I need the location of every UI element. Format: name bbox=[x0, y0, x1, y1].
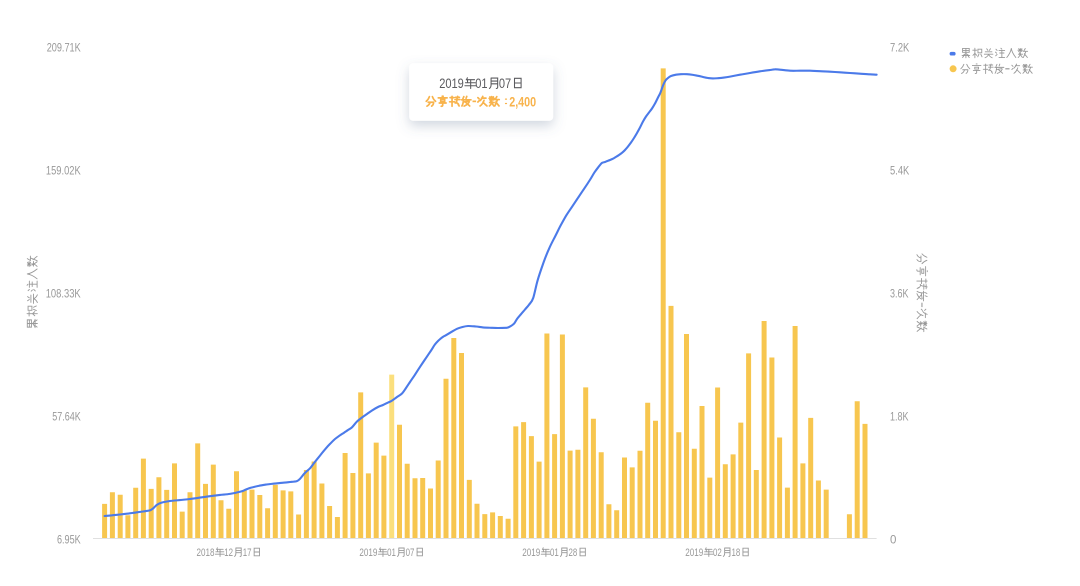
svg-text:01: 01 bbox=[387, 547, 396, 559]
svg-text:5.4K: 5.4K bbox=[890, 166, 910, 178]
svg-text:2019: 2019 bbox=[522, 547, 540, 559]
svg-text:0: 0 bbox=[890, 535, 896, 547]
svg-text:3.6K: 3.6K bbox=[890, 289, 909, 301]
svg-text:159.02K: 159.02K bbox=[46, 166, 81, 178]
svg-text:2019: 2019 bbox=[359, 547, 377, 559]
svg-text:07: 07 bbox=[406, 547, 415, 559]
svg-text:7.2K: 7.2K bbox=[890, 43, 910, 55]
svg-text:18: 18 bbox=[732, 547, 741, 559]
svg-text:02: 02 bbox=[713, 547, 722, 559]
svg-text:6.95K: 6.95K bbox=[57, 535, 81, 547]
svg-text:28: 28 bbox=[569, 547, 578, 559]
svg-text:2019: 2019 bbox=[685, 547, 703, 559]
svg-text:01: 01 bbox=[475, 76, 487, 91]
svg-text:2,400: 2,400 bbox=[509, 93, 536, 109]
svg-text:17: 17 bbox=[243, 547, 252, 559]
svg-text:1.8K: 1.8K bbox=[890, 412, 909, 424]
svg-text:07: 07 bbox=[499, 76, 511, 91]
svg-text:57.64K: 57.64K bbox=[52, 412, 81, 424]
svg-text:2019: 2019 bbox=[439, 76, 464, 91]
svg-text:12: 12 bbox=[224, 547, 233, 559]
svg-text:2018: 2018 bbox=[197, 547, 215, 559]
svg-text:01: 01 bbox=[550, 547, 559, 559]
svg-text:209.71K: 209.71K bbox=[47, 43, 81, 55]
svg-text:108.33K: 108.33K bbox=[46, 289, 81, 301]
